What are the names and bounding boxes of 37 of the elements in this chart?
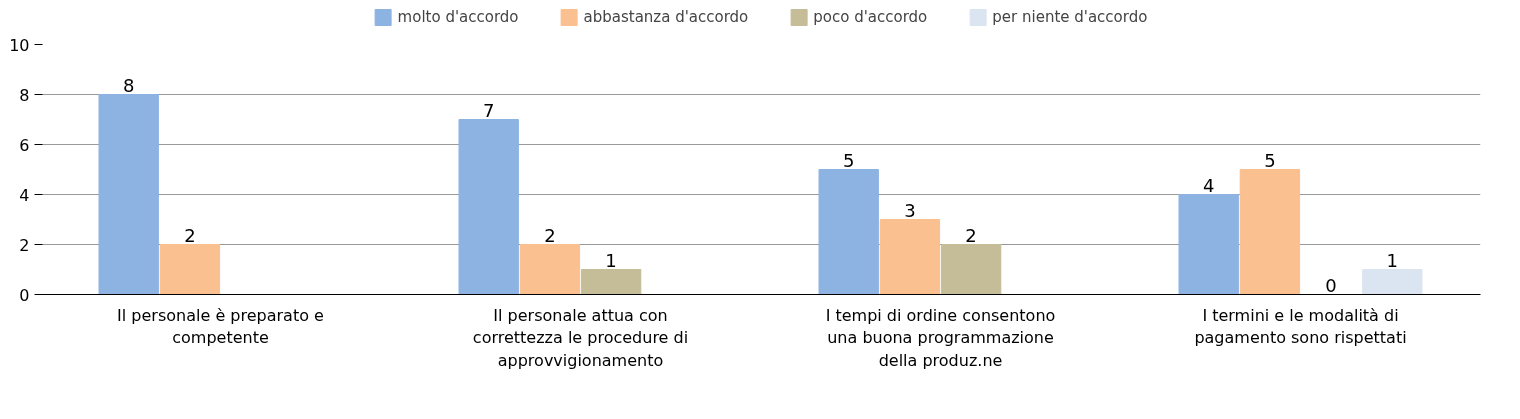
bar: [519, 244, 581, 295]
data-label: 5: [1264, 149, 1276, 171]
x-tick-label: Il personale è preparato e competente: [117, 305, 324, 348]
bar: [1362, 269, 1423, 295]
bar: [1239, 169, 1301, 295]
x-tick-label: I tempi di ordine consentono una buona programmazione della produz.ne: [825, 305, 1056, 371]
x-tick-label: Il personale attua con correttezza le procedure di approvvigionamento: [472, 305, 689, 371]
legend-label: molto d'accordo: [397, 8, 519, 26]
data-label: 1: [1386, 249, 1399, 271]
data-label: 3: [904, 199, 916, 221]
bar: [98, 94, 159, 295]
data-label: 2: [544, 224, 556, 246]
y-tick-label: 8: [19, 85, 30, 105]
bar: [940, 244, 1002, 295]
bar: [580, 269, 642, 295]
data-label: 2: [184, 224, 196, 246]
legend-label: poco d'accordo: [813, 8, 928, 26]
y-tick-label: 6: [19, 135, 30, 155]
bar: [159, 244, 221, 295]
bar: [879, 219, 941, 295]
legend-label: abbastanza d'accordo: [583, 8, 749, 26]
y-tick-label: 0: [19, 285, 30, 305]
y-tick-label: 10: [9, 35, 30, 55]
data-label: 7: [482, 99, 495, 121]
data-label: 4: [1202, 174, 1215, 196]
bar: [818, 169, 879, 295]
data-label: 5: [842, 149, 855, 171]
data-label: 2: [965, 224, 977, 246]
bar: [458, 119, 519, 295]
x-tick-label: I termini e le modalità di pagamento sono rispettati: [1194, 305, 1407, 348]
bar: [1178, 194, 1239, 295]
data-label: 0: [1325, 274, 1337, 296]
data-label: 1: [605, 249, 617, 271]
y-tick-label: 4: [19, 185, 30, 205]
legend-label: per niente d'accordo: [992, 8, 1148, 26]
y-tick-label: 2: [19, 235, 30, 255]
data-label: 8: [122, 74, 135, 96]
